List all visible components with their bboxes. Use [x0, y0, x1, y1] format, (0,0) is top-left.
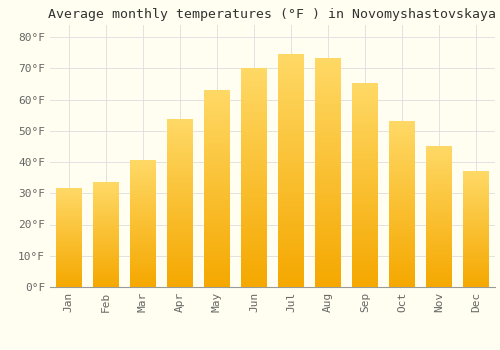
- Title: Average monthly temperatures (°F ) in Novomyshastovskaya: Average monthly temperatures (°F ) in No…: [48, 8, 496, 21]
